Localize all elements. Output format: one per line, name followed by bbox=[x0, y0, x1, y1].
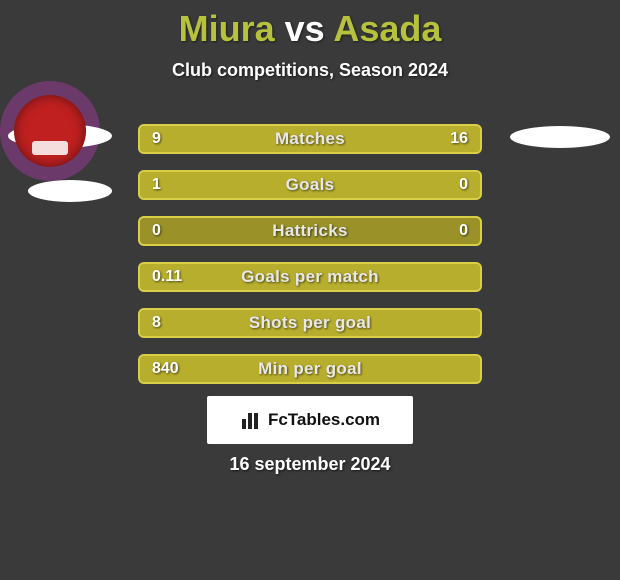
stat-label: Min per goal bbox=[140, 356, 480, 382]
stat-row: Goals per match0.11 bbox=[138, 262, 482, 292]
stat-label: Goals per match bbox=[140, 264, 480, 290]
vs-text: vs bbox=[285, 8, 325, 49]
stat-label: Matches bbox=[140, 126, 480, 152]
fctables-badge[interactable]: FcTables.com bbox=[207, 396, 413, 444]
stat-value-right: 0 bbox=[459, 218, 468, 244]
stat-row: Matches9 16 bbox=[138, 124, 482, 154]
stat-label: Shots per goal bbox=[140, 310, 480, 336]
player2-avatar-placeholder bbox=[510, 126, 610, 148]
player1-club-placeholder bbox=[28, 180, 112, 202]
stat-value-right: 16 bbox=[450, 126, 468, 152]
subtitle: Club competitions, Season 2024 bbox=[0, 60, 620, 81]
stat-label: Goals bbox=[140, 172, 480, 198]
stat-value-right: 0 bbox=[459, 172, 468, 198]
stat-value-left: 1 bbox=[152, 172, 161, 198]
player2-club-badge bbox=[0, 81, 100, 181]
player1-name: Miura bbox=[179, 8, 275, 49]
stat-row: Shots per goal8 bbox=[138, 308, 482, 338]
comparison-title: Miura vs Asada bbox=[0, 0, 620, 50]
stat-value-left: 9 bbox=[152, 126, 161, 152]
player2-name: Asada bbox=[333, 8, 441, 49]
stat-value-left: 0.11 bbox=[152, 264, 182, 290]
brand-text: FcTables.com bbox=[268, 410, 380, 430]
stat-value-left: 0 bbox=[152, 218, 161, 244]
stat-row: Min per goal840 bbox=[138, 354, 482, 384]
stat-label: Hattricks bbox=[140, 218, 480, 244]
club-badge-inner bbox=[14, 95, 86, 167]
stats-bars: Matches916Goals10Hattricks00Goals per ma… bbox=[138, 124, 482, 400]
stat-value-left: 840 bbox=[152, 356, 179, 382]
bars-icon bbox=[240, 409, 262, 431]
stat-row: Goals1 0 bbox=[138, 170, 482, 200]
stat-row: Hattricks0 0 bbox=[138, 216, 482, 246]
club-badge-ribbon bbox=[32, 141, 68, 155]
stat-value-left: 8 bbox=[152, 310, 161, 336]
date-line: 16 september 2024 bbox=[0, 454, 620, 475]
